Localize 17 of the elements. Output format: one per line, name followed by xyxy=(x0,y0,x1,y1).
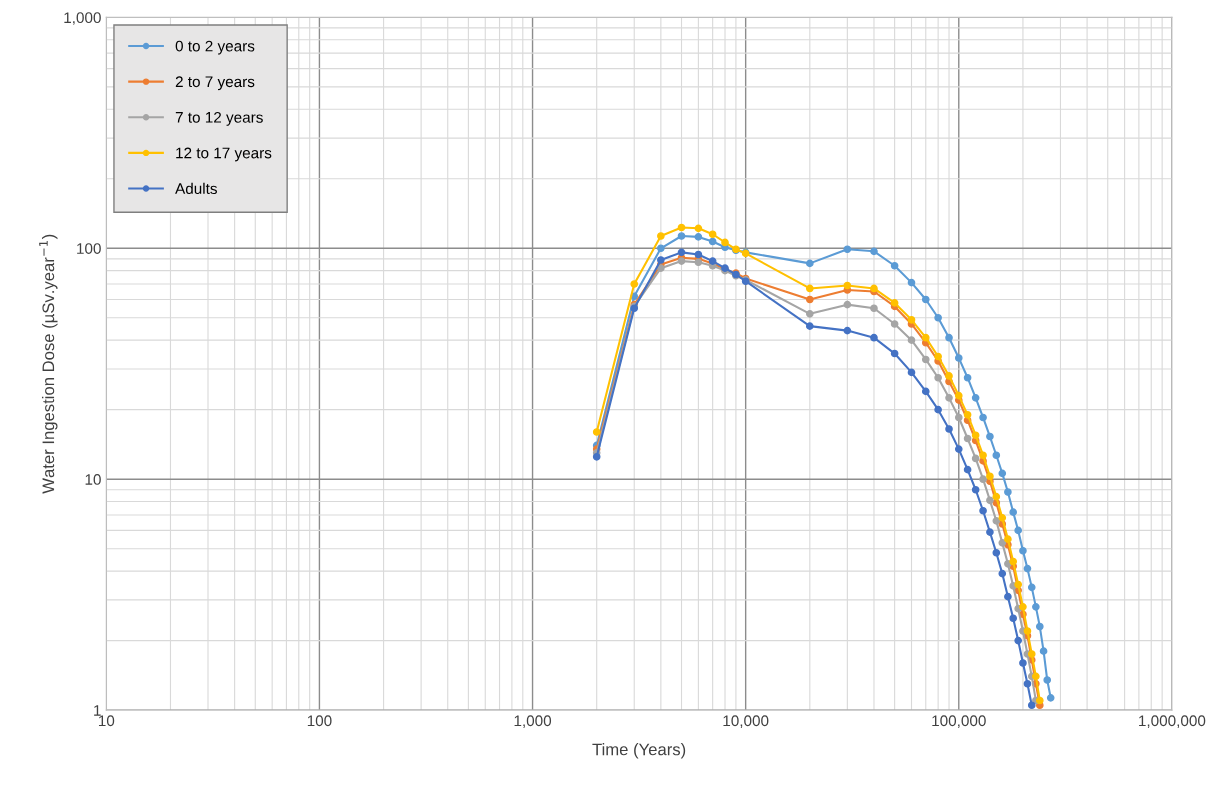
legend-label: 7 to 12 years xyxy=(175,111,263,126)
legend-label: 12 to 17 years xyxy=(176,147,272,162)
x-tick-label: 10,000 xyxy=(723,715,769,728)
x-tick-label: 10 xyxy=(98,715,115,727)
x-tick-label: 100 xyxy=(307,715,332,727)
legend-label: 0 to 2 years xyxy=(175,40,255,55)
legend-label: 2 to 7 years xyxy=(175,76,255,91)
y-tick-label: 10 xyxy=(85,474,101,485)
y-tick-label: 1,000 xyxy=(64,12,101,25)
y-tick-label: 100 xyxy=(77,243,101,254)
legend-label: Adults xyxy=(175,182,217,195)
y-tick-label: 1 xyxy=(94,705,101,716)
x-tick-label: 1,000 xyxy=(514,715,552,728)
y-axis-title: Water Ingestion Dose (µSv.year$^{−1}$) xyxy=(39,234,58,494)
x-tick-label: 1,000,000 xyxy=(1139,715,1206,728)
x-tick-label: 100,000 xyxy=(932,715,986,728)
x-axis-title: Time (Years) xyxy=(592,743,686,759)
